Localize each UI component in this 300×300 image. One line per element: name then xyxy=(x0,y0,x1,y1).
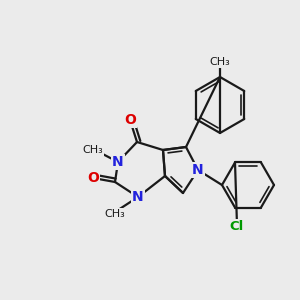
Text: N: N xyxy=(112,155,124,169)
Text: CH₃: CH₃ xyxy=(210,57,230,67)
Text: N: N xyxy=(192,163,204,177)
Text: N: N xyxy=(132,190,144,204)
Text: O: O xyxy=(124,113,136,127)
Text: Cl: Cl xyxy=(230,220,244,233)
Text: CH₃: CH₃ xyxy=(105,209,125,219)
Text: O: O xyxy=(87,171,99,185)
Text: CH₃: CH₃ xyxy=(82,145,103,155)
